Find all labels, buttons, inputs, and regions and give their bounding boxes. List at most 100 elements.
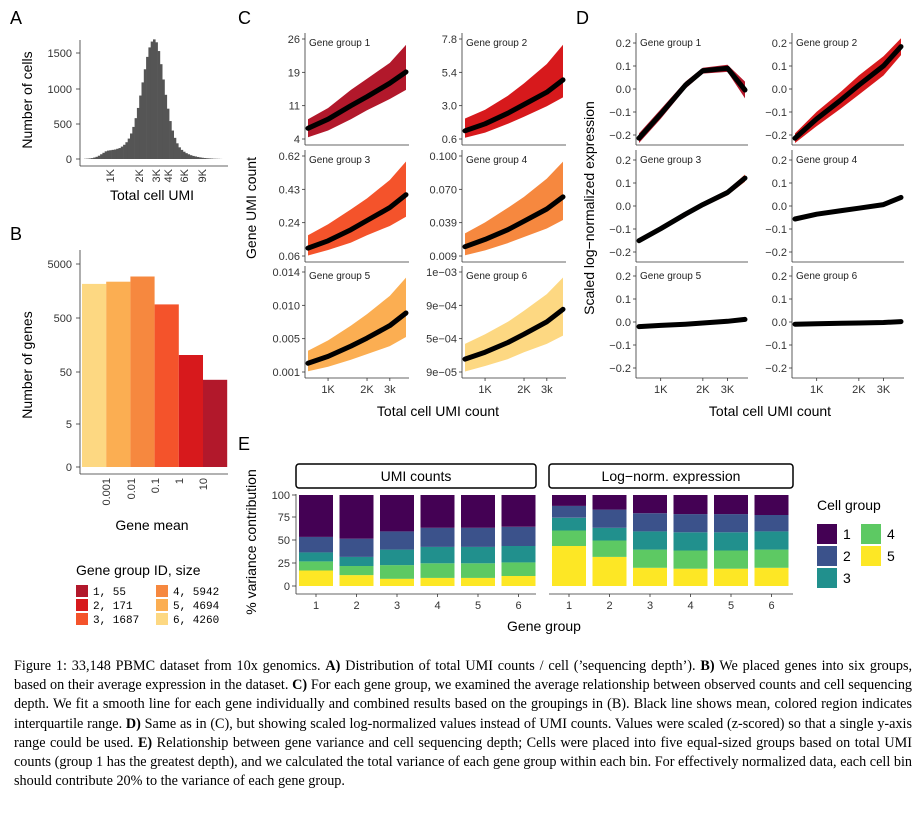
panel-e-letter: E [238,434,250,454]
facet-title: Gene group 1 [309,38,371,49]
x-tick-label: 3 [394,600,400,612]
stack-segment-cellgroup-1 [592,495,627,510]
y-tick-label: 0.0 [616,201,631,213]
y-tick-label: 0.2 [772,38,787,50]
histogram-bar [136,107,140,159]
mean-line [462,77,566,134]
stack-segment-cellgroup-5 [714,568,748,586]
panel-c-facet-6: 1e−03 9e−04 5e−04 9e−05 Gene group 6 1K 2K 3k [426,266,566,396]
y-tick-label: −0.2 [765,363,787,375]
y-tick-label: 0.62 [279,151,300,163]
histogram-bar [180,149,184,159]
stack-segment-cellgroup-3 [461,546,495,564]
gene-group-swatch [76,613,88,625]
panel-b-xtick: 10 [198,478,210,490]
histogram-bar [104,151,108,159]
panel-d-facet-3: 0.2 0.1 0.0 −0.1 −0.2 Gene group 3 [609,150,748,263]
stack-segment-cellgroup-2 [461,527,495,547]
x-tick-label: 3k [384,384,396,396]
histogram-bar [118,148,122,159]
stack-segment-cellgroup-4 [339,566,374,576]
panel-e-ylabel: % variance contribution [243,469,259,615]
iqr-band [465,44,563,138]
stack-segment-cellgroup-3 [754,531,789,550]
stack-segment-cellgroup-2 [501,526,536,546]
caption-b-text: We placed genes into six groups, based o… [14,658,913,694]
histogram-bar [155,42,158,159]
panel-c-grid: 26 19 11 4 Gene group 1 7.8 5.4 3.0 0.6 Gene grou… [272,33,566,396]
panel-e-facet-umi: UMI counts [381,468,452,484]
mean-line [462,194,566,250]
panel-c-ylabel: Gene UMI count [243,157,259,259]
panel-c-facet-2: 7.8 5.4 3.0 0.6 Gene group 2 [442,33,566,146]
gene-group-swatch [156,585,168,597]
facet-title: Gene group 3 [640,155,702,166]
iqr-band [465,277,563,372]
stack-segment-cellgroup-1 [299,495,333,537]
y-tick-label: −0.1 [609,224,631,236]
histogram-bar [164,94,168,159]
stack-segment-cellgroup-4 [461,563,495,578]
panel-d-grid: 0.2 0.1 0.0 −0.1 −0.2 Gene group 1 0.2 0.1 0.0 −0… [609,33,904,396]
panel-a-xtick: 6K [179,168,191,182]
stack-segment-cellgroup-3 [501,546,536,563]
mean-line [636,65,748,141]
y-tick-label: 0.2 [772,271,787,283]
y-tick-label: −0.2 [765,130,787,142]
y-tick-label: 7.8 [442,34,457,46]
x-tick-label: 3 [647,600,653,612]
y-tick-label: −0.1 [609,340,631,352]
x-tick-label: 2K [696,384,710,396]
y-tick-label: 0.009 [429,251,457,263]
histogram-bar [139,95,142,159]
histogram-bar [93,157,96,159]
panel-e-stacked-bars: 1 2 3 4 5 6 1 2 3 4 5 6 [299,495,789,612]
histogram-bar [194,156,197,159]
cell-group-legend: 1 2 3 4 5 [817,524,895,588]
histogram-bar [157,51,161,159]
panel-a-ylabel: Number of cells [19,51,35,148]
y-tick-label: 0.100 [429,151,457,163]
stack-segment-cellgroup-4 [380,565,414,579]
panel-d-facet-1: 0.2 0.1 0.0 −0.1 −0.2 Gene group 1 [609,33,748,146]
stack-segment-cellgroup-4 [552,530,586,546]
stack-segment-cellgroup-5 [339,575,374,586]
panel-b-xtick: 0.001 [101,478,113,506]
gene-group-bar-5 [178,355,203,467]
y-tick-label: 0.1 [616,294,631,306]
y-tick-label: 11 [289,101,300,113]
caption-c-text: For each gene group, we examined the ave… [14,677,913,732]
x-tick-label: 2K [517,384,531,396]
cell-group-swatch [817,524,837,544]
gene-group-bar-6 [203,379,228,467]
mean-line [792,194,904,222]
panel-c-facet-3: 0.62 0.43 0.24 0.06 Gene group 3 [279,150,409,263]
stack-segment-cellgroup-2 [420,527,455,547]
histogram-bar [148,47,151,159]
caption-b-label: B) [700,658,715,674]
mean-line [792,319,904,327]
gene-group-label: 1, 55 [93,587,126,599]
group-legend: 1, 55 2, 171 3, 1687 4, 5942 5, 4694 6, 4260 [76,585,220,627]
panel-e-ytick: 75 [278,512,290,524]
histogram-bar [146,56,149,159]
gene-group-label: 4, 5942 [173,587,219,599]
stack-segment-cellgroup-3 [633,531,667,550]
cell-group-legend-title: Cell group [817,497,881,513]
panel-d-letter: D [576,8,589,28]
stack-segment-cellgroup-2 [754,515,789,532]
histogram-bar [113,149,117,159]
y-tick-label: 0.0 [772,84,787,96]
stack-segment-cellgroup-1 [339,495,374,539]
panel-c-letter: C [238,8,251,28]
panel-a-letter: A [10,8,22,28]
panel-d-ylabel: Scaled log−normalized expression [581,101,597,315]
y-tick-label: 0.06 [279,251,300,263]
stack-segment-cellgroup-5 [592,556,627,586]
mean-line [636,175,748,244]
x-tick-label: 4 [687,600,693,612]
x-tick-label: 3K [877,384,891,396]
panel-b-ytick: 500 [54,313,72,325]
stack-segment-cellgroup-5 [673,568,708,586]
y-tick-label: 0.1 [616,178,631,190]
